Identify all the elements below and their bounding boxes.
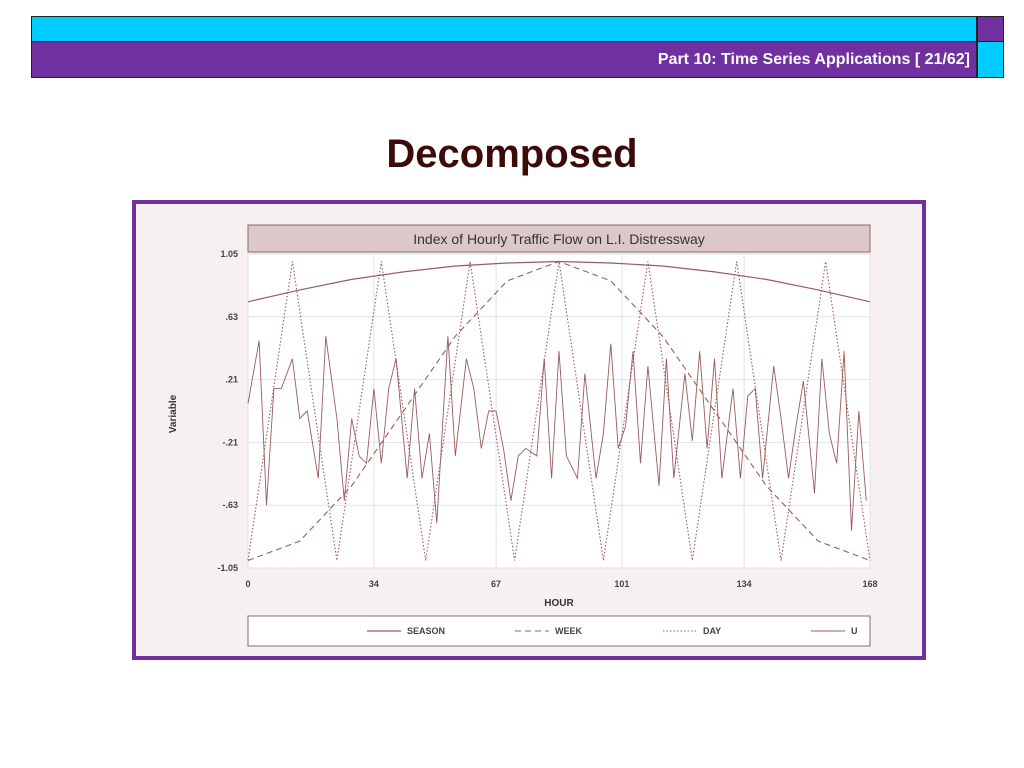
x-tick-label: 101 bbox=[614, 579, 629, 589]
title-box bbox=[247, 224, 871, 253]
accent-band bbox=[31, 16, 977, 42]
x-tick-label: 168 bbox=[862, 579, 877, 589]
x-tick-label: 134 bbox=[737, 579, 752, 589]
x-tick-label: 34 bbox=[369, 579, 379, 589]
chart-title: Index of Hourly Traffic Flow on L.I. Dis… bbox=[413, 231, 705, 247]
x-tick-label: 0 bbox=[245, 579, 250, 589]
x-axis-label: HOUR bbox=[544, 598, 574, 609]
y-axis-label: Variable bbox=[168, 394, 179, 433]
legend-label-day: DAY bbox=[703, 626, 721, 636]
axis-ticks: 0 34 67 101 134 168 -1.05 -.63 -.21 .21 .63 1.05 bbox=[217, 249, 877, 589]
legend-label-week: WEEK bbox=[555, 626, 583, 636]
corner-square-cyan bbox=[977, 42, 1004, 78]
legend-box bbox=[247, 615, 871, 647]
plot-area bbox=[247, 253, 871, 569]
y-tick-label: -.63 bbox=[222, 500, 238, 510]
chart-figure: Index of Hourly Traffic Flow on L.I. Dis… bbox=[132, 200, 926, 660]
legend-label-u: U bbox=[851, 626, 858, 636]
slide-header: Part 10: Time Series Applications [ 21/6… bbox=[657, 51, 970, 68]
y-tick-label: .21 bbox=[225, 375, 238, 385]
y-tick-label: .63 bbox=[225, 312, 238, 322]
slide-title: Decomposed bbox=[386, 132, 638, 176]
corner-square-purple bbox=[977, 16, 1004, 42]
x-tick-label: 67 bbox=[491, 579, 501, 589]
y-tick-label: 1.05 bbox=[220, 249, 238, 259]
series-line-u bbox=[247, 336, 867, 531]
y-tick-label: -1.05 bbox=[217, 563, 238, 573]
legend-label-season: SEASON bbox=[407, 626, 445, 636]
legend: SEASON WEEK DAY U bbox=[367, 626, 858, 636]
series-lines bbox=[247, 260, 871, 562]
y-tick-label: -.21 bbox=[222, 437, 238, 447]
line-chart: Index of Hourly Traffic Flow on L.I. Dis… bbox=[168, 224, 878, 647]
header-band: Part 10: Time Series Applications [ 21/6… bbox=[31, 42, 977, 78]
series-line-week bbox=[247, 260, 871, 562]
